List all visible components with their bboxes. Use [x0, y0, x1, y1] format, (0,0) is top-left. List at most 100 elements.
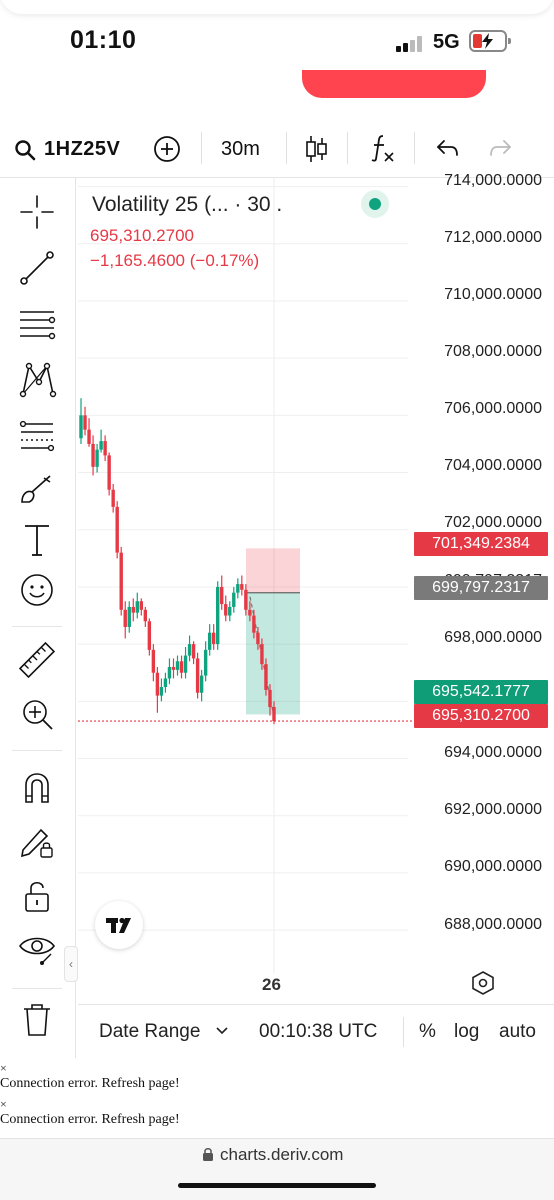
y-axis-label: 706,000.0000	[444, 400, 542, 417]
error-dismiss-button[interactable]: ×	[0, 1097, 7, 1111]
candle-body	[99, 441, 103, 450]
candle-body	[143, 609, 148, 622]
indicators-fx-icon[interactable]	[369, 133, 395, 163]
error-dismiss-button[interactable]: ×	[0, 1061, 7, 1075]
candle-body	[103, 441, 107, 456]
search-icon[interactable]	[14, 139, 36, 161]
pattern-icon[interactable]	[17, 360, 57, 400]
y-axis-label: 710,000.0000	[444, 286, 542, 303]
y-axis-label: 688,000.0000	[444, 916, 542, 933]
candle-body	[159, 687, 164, 696]
text-icon[interactable]	[17, 520, 57, 560]
candle-body	[111, 489, 115, 507]
chart-bottom-bar: Date Range 00:10:38 UTC % log auto	[78, 1004, 554, 1058]
legend-price: 695,310.2700	[90, 226, 194, 245]
chart-type-candles-icon[interactable]	[304, 134, 328, 164]
candle-body	[127, 606, 131, 627]
unlock-icon[interactable]	[17, 876, 57, 916]
candle-body	[264, 664, 268, 690]
candle-body	[224, 604, 228, 616]
network-type: 5G	[433, 31, 460, 53]
zoom-in-icon[interactable]	[17, 694, 57, 734]
date-range-button[interactable]: Date Range	[99, 1021, 201, 1042]
y-axis-label: 698,000.0000	[444, 629, 542, 646]
candlesticks	[79, 398, 276, 725]
brush-icon[interactable]	[17, 468, 57, 508]
take-profit-price-tag[interactable]: 695,542.1777	[414, 680, 548, 704]
symbol-selector[interactable]: 1HZ25V	[44, 138, 121, 160]
candle-body	[216, 586, 220, 645]
candle-body	[207, 632, 212, 650]
crosshair-icon[interactable]	[17, 192, 57, 232]
y-axis-label: 714,000.0000	[444, 172, 542, 189]
candle-body	[179, 661, 184, 673]
log-scale-toggle[interactable]: log	[454, 1021, 480, 1042]
price-chart[interactable]	[78, 178, 554, 1003]
candle-body	[268, 689, 272, 708]
candle-body	[236, 584, 240, 593]
home-indicator	[178, 1183, 376, 1188]
candle-body	[187, 644, 192, 656]
undo-icon[interactable]	[436, 138, 460, 158]
url-text[interactable]: charts.deriv.com	[220, 1145, 344, 1164]
candle-body	[87, 429, 91, 444]
candle-body	[83, 415, 87, 430]
add-comparison-icon[interactable]	[153, 135, 181, 163]
chart-legend-title[interactable]: Volatility 25 (... · 30 .	[92, 193, 283, 216]
candle-body	[252, 615, 256, 633]
y-axis-label: 692,000.0000	[444, 801, 542, 818]
browser-url-bar	[0, 1138, 554, 1200]
deriv-menu-pill[interactable]	[302, 70, 486, 98]
candle-body	[119, 552, 123, 610]
parallel-channel-icon[interactable]	[17, 304, 57, 344]
eye-icon[interactable]	[17, 928, 57, 968]
candle-body	[191, 644, 196, 659]
y-axis-label: 702,000.0000	[444, 514, 542, 531]
emoji-icon[interactable]	[17, 570, 57, 610]
stop-loss-price-tag[interactable]: 701,349.2384	[414, 532, 548, 556]
interval-selector[interactable]: 30m	[221, 138, 260, 160]
redo-icon[interactable]	[488, 138, 512, 158]
ruler-icon[interactable]	[17, 640, 57, 680]
candle-body	[244, 589, 248, 610]
candle-body	[203, 649, 208, 676]
chart-canvas	[78, 178, 414, 973]
signal-strength-icon	[396, 34, 426, 52]
chevron-down-icon[interactable]	[216, 1027, 228, 1035]
x-axis-date-label: 26	[262, 975, 281, 994]
y-axis-label: 694,000.0000	[444, 744, 542, 761]
status-time: 01:10	[70, 26, 137, 54]
current-price-tag: 695,310.2700	[414, 704, 548, 728]
sidebar-collapse-tab[interactable]: ‹	[64, 946, 78, 982]
trash-icon[interactable]	[17, 1000, 57, 1040]
entry-price-tag[interactable]: 699,797.2317	[414, 576, 548, 600]
candle-body	[256, 632, 260, 645]
candle-body	[167, 667, 172, 679]
connection-error-message: Connection error. Refresh page!	[0, 1112, 180, 1127]
tradingview-logo[interactable]	[95, 901, 143, 949]
y-axis-label: 704,000.0000	[444, 457, 542, 474]
market-open-indicator	[361, 190, 389, 218]
candle-body	[91, 443, 95, 467]
candle-body	[199, 675, 204, 693]
drawing-tools-sidebar	[0, 178, 76, 1058]
position-box	[78, 548, 414, 722]
chart-settings-icon[interactable]	[470, 970, 496, 996]
legend-change: −1,165.4600 (−0.17%)	[90, 251, 260, 270]
candle-body	[147, 621, 152, 650]
trend-line-icon[interactable]	[17, 248, 57, 288]
magnet-icon[interactable]	[17, 768, 57, 808]
auto-scale-toggle[interactable]: auto	[499, 1021, 536, 1042]
candle-body	[95, 449, 99, 467]
pencil-lock-icon[interactable]	[17, 822, 57, 862]
price-gridlines	[78, 186, 408, 931]
candle-body	[220, 586, 224, 605]
candle-body	[163, 678, 168, 688]
battery-icon	[469, 30, 511, 52]
stop-loss-zone	[246, 548, 300, 593]
candle-body	[151, 649, 156, 673]
candle-body	[79, 415, 83, 439]
fibonacci-icon[interactable]	[17, 416, 57, 456]
percent-scale-toggle[interactable]: %	[419, 1021, 436, 1042]
utc-clock: 00:10:38 UTC	[259, 1021, 378, 1042]
